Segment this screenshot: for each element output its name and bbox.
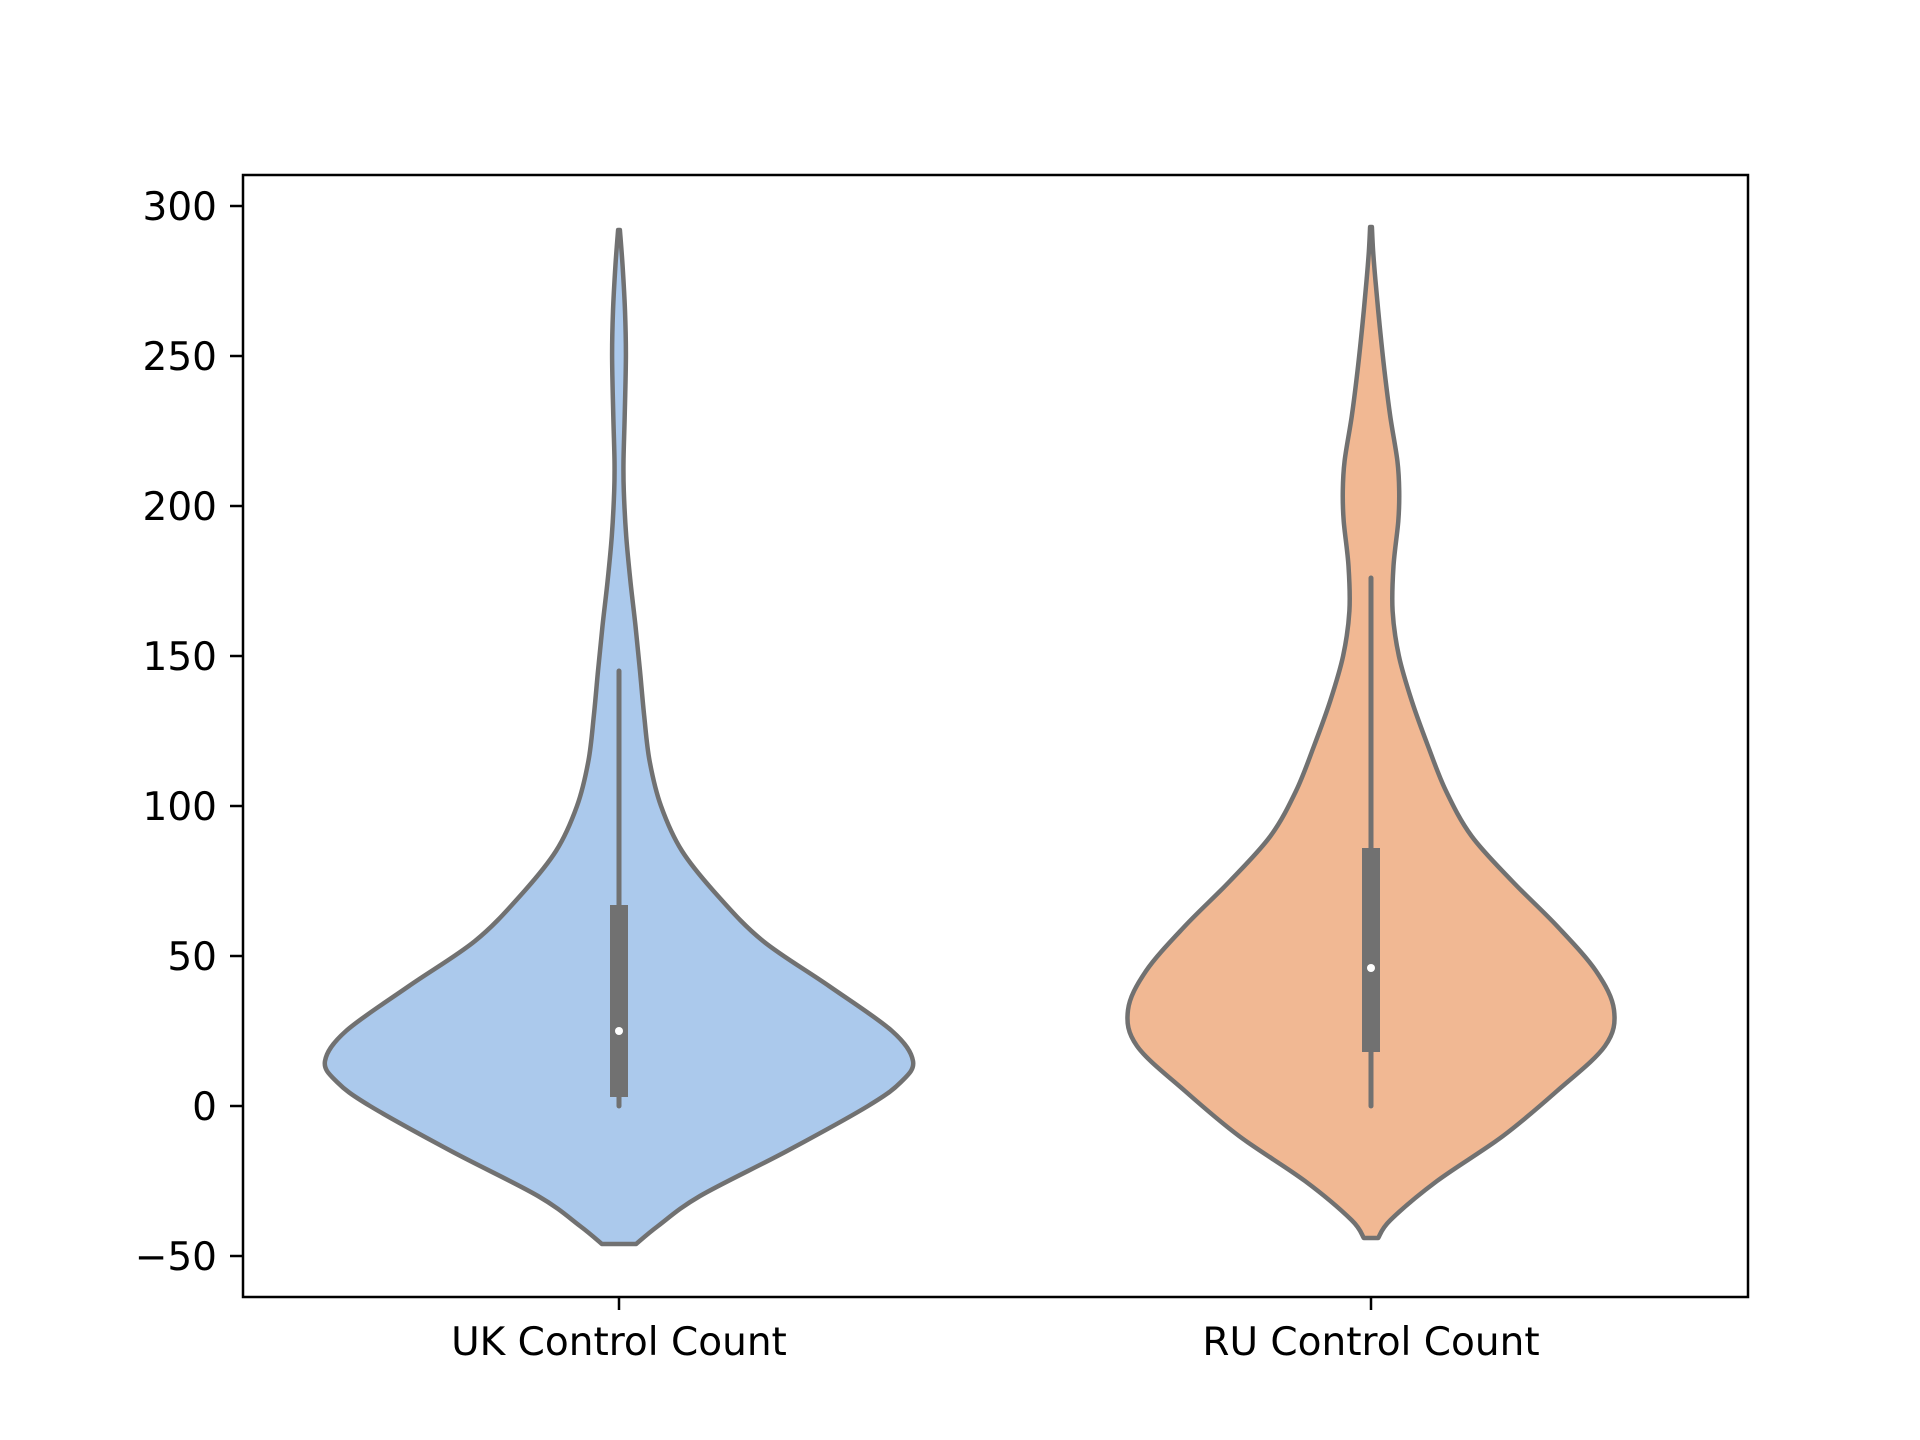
x-axis: UK Control Count RU Control Count: [451, 1297, 1540, 1365]
y-tick-label: 200: [143, 485, 217, 530]
y-tick-label: 50: [167, 935, 217, 980]
plot-frame: [241, 173, 1750, 1299]
y-tick-label: 0: [192, 1085, 217, 1130]
iqr-box-uk-control-count: [610, 905, 628, 1097]
y-axis: −50 0 50 100 150 200 250 300: [135, 185, 243, 1280]
box-layer: [610, 575, 1380, 1109]
y-tick-label: 300: [143, 185, 217, 230]
x-tick-label: RU Control Count: [1202, 1320, 1539, 1365]
y-tick-label: 250: [143, 335, 217, 380]
iqr-box-ru-control-count: [1362, 848, 1380, 1052]
y-tick-label: 150: [143, 635, 217, 680]
x-tick-label: UK Control Count: [451, 1320, 787, 1365]
y-tick-label: −50: [135, 1235, 217, 1280]
y-tick-label: 100: [143, 785, 217, 830]
median-point-uk-control-count: [615, 1027, 623, 1035]
median-point-ru-control-count: [1367, 964, 1375, 972]
violin-layer: [322, 224, 1617, 1247]
